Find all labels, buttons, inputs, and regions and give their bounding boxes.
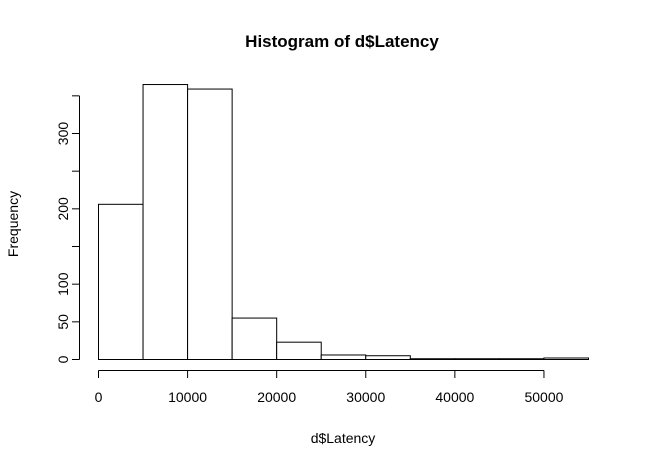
histogram-bar [98,203,144,360]
x-axis-label: d$Latency [311,430,376,446]
y-axis-label: Frequency [5,191,21,257]
histogram-bar [320,354,367,361]
x-tick-label: 20000 [257,389,296,405]
histogram-bar [498,358,545,361]
x-tick-label: 10000 [168,389,207,405]
bars-group [98,84,589,361]
x-tick-label: 40000 [435,389,474,405]
x-tick-label: 0 [95,389,103,405]
histogram-bar [231,317,278,361]
histogram-bar [142,84,189,361]
chart-title: Histogram of d$Latency [245,32,439,51]
histogram-bar [187,88,233,360]
y-tick-label: 300 [55,122,71,146]
x-axis: 0 10000 20000 30000 40000 50000 [95,370,564,405]
y-tick-label: 50 [55,314,71,330]
y-tick-label: 0 [55,355,71,363]
x-tick-label: 30000 [346,389,385,405]
y-tick-label: 200 [55,197,71,221]
histogram-bar [276,341,322,361]
x-tick-label: 50000 [524,389,563,405]
histogram-bar [543,357,589,361]
y-axis: 0 50 100 200 300 [55,95,80,363]
histogram-bar [454,358,500,361]
histogram-bar [365,355,411,361]
y-tick-label: 100 [55,272,71,296]
histogram-bar [409,358,456,361]
